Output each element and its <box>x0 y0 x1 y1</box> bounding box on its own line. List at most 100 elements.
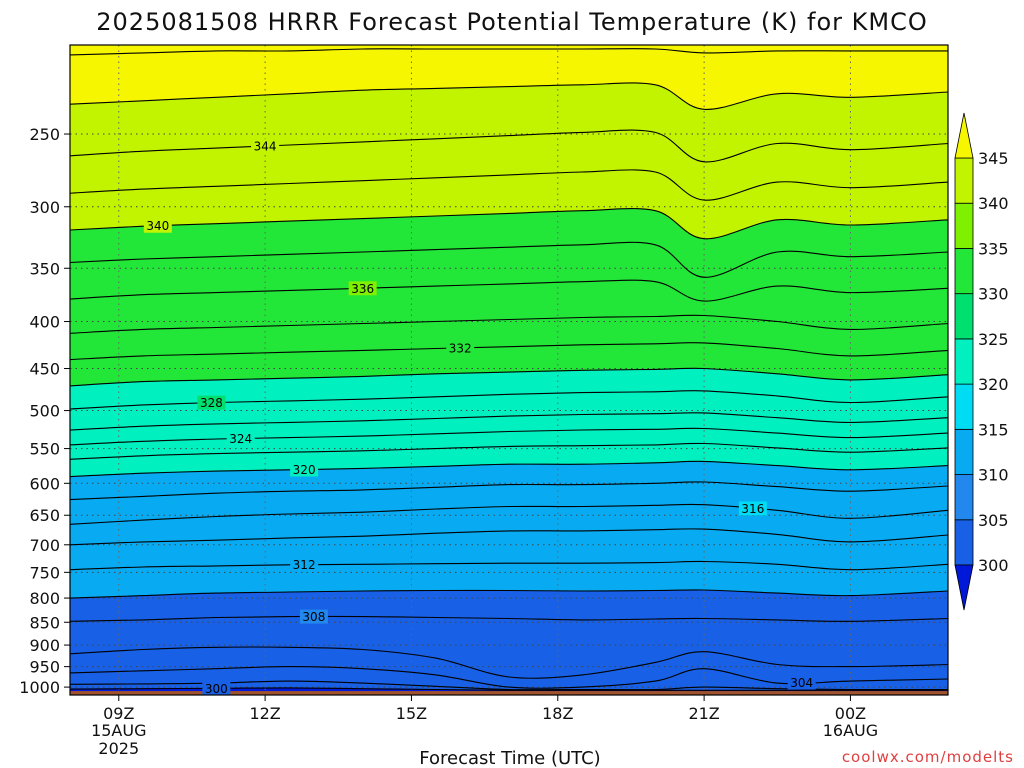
y-tick-label-950: 950 <box>29 658 60 677</box>
y-tick-label-450: 450 <box>29 360 60 379</box>
contour-306 <box>70 646 948 679</box>
contour-label-bg-332 <box>446 340 475 355</box>
contour-326 <box>70 412 948 431</box>
contour-label-bg-336 <box>348 281 377 296</box>
contour-338 <box>70 241 948 278</box>
colorbar-label-345: 345 <box>978 149 1009 168</box>
contour-label-328: 328 <box>200 396 223 410</box>
y-tick-label-250: 250 <box>29 125 60 144</box>
y-tick-label-900: 900 <box>29 636 60 655</box>
x-tick-label-12Z: 12Z <box>249 704 280 723</box>
y-tick-label-500: 500 <box>29 402 60 421</box>
contour-label-340: 340 <box>146 219 169 233</box>
contour-label-324: 324 <box>229 432 252 446</box>
band-fill-345-plus <box>70 45 948 110</box>
contour-324 <box>70 427 948 446</box>
colorbar-extend-bottom <box>954 564 974 611</box>
x-tick-date-09Z: 15AUG <box>91 721 146 740</box>
contour-344 <box>70 129 948 163</box>
contour-label-bg-300 <box>202 681 231 696</box>
contour-labels: 300 304 308 312 316 320 324 328 332 336 340 344 <box>143 139 816 696</box>
contour-346 <box>70 82 948 110</box>
contour-label-bg-324 <box>226 431 255 446</box>
contour-304 <box>70 666 948 689</box>
colorbar-label-300: 300 <box>978 556 1009 575</box>
contour-318 <box>70 481 948 501</box>
contour-label-bg-320 <box>290 462 319 477</box>
contour-label-336: 336 <box>351 282 374 296</box>
contour-label-bg-328 <box>197 395 226 410</box>
contour-label-332: 332 <box>449 341 472 355</box>
y-tick-label-700: 700 <box>29 536 60 555</box>
colorbar-box-320 <box>954 338 974 385</box>
x-tick-label-18Z: 18Z <box>542 704 573 723</box>
contour-348 <box>70 48 948 56</box>
contour-label-304: 304 <box>790 676 813 690</box>
colorbar-box-315 <box>954 383 974 430</box>
colorbar-label-310: 310 <box>978 466 1009 485</box>
contour-label-bg-304 <box>787 675 816 690</box>
contour-312 <box>70 560 948 571</box>
y-axis: 250 300 350 400 450 500 550 600 650 700 750 800 850 9… <box>19 125 70 697</box>
contour-label-308: 308 <box>302 610 325 624</box>
contour-340 <box>70 208 948 240</box>
contour-336 <box>70 279 948 302</box>
y-tick-label-650: 650 <box>29 506 60 525</box>
contour-label-312: 312 <box>293 558 316 572</box>
colorbar-box-335 <box>954 202 974 249</box>
contour-334 <box>70 314 948 334</box>
contour-330 <box>70 367 948 387</box>
contour-label-320: 320 <box>293 463 316 477</box>
contour-310 <box>70 589 948 599</box>
contour-label-bg-316 <box>738 501 767 516</box>
credit-text: coolwx.com/modelts <box>842 748 1014 766</box>
colorbar-box-300 <box>954 519 974 566</box>
y-tick-label-750: 750 <box>29 563 60 582</box>
colorbar-extend-top <box>954 112 974 159</box>
y-tick-label-850: 850 <box>29 613 60 632</box>
plot-frame <box>69 44 949 696</box>
contour-label-bg-344 <box>251 139 280 154</box>
colorbar-label-325: 325 <box>978 330 1009 349</box>
contour-322 <box>70 442 948 460</box>
x-axis-label: Forecast Time (UTC) <box>419 748 600 768</box>
contour-label-316: 316 <box>741 502 764 516</box>
y-tick-label-550: 550 <box>29 440 60 459</box>
colorbar-label-305: 305 <box>978 511 1009 530</box>
contour-label-344: 344 <box>254 140 277 154</box>
y-tick-label-1000: 1000 <box>19 678 60 697</box>
colorbar-box-330 <box>954 248 974 295</box>
colorbar-box-340 <box>954 157 974 204</box>
colorbar-label-340: 340 <box>978 194 1009 213</box>
contour-320 <box>70 460 948 478</box>
x-tick-label-15Z: 15Z <box>396 704 427 723</box>
contour-label-300: 300 <box>205 682 228 696</box>
colorbar-box-310 <box>954 428 974 475</box>
colorbar-box-325 <box>954 293 974 340</box>
ground-below-surface <box>70 691 948 695</box>
y-tick-label-400: 400 <box>29 313 60 332</box>
contour-308 <box>70 615 948 622</box>
contour-342 <box>70 169 948 201</box>
x-tick-date-00Z: 16AUG <box>823 721 878 740</box>
contour-332 <box>70 342 948 361</box>
colorbar-label-315: 315 <box>978 420 1009 439</box>
x-tick-label-21Z: 21Z <box>688 704 719 723</box>
colorbar-box-305 <box>954 474 974 521</box>
contour-314 <box>70 528 948 546</box>
chart-title: 2025081508 HRRR Forecast Potential Tempe… <box>96 8 927 36</box>
x-tick-year-09Z: 2025 <box>98 739 139 758</box>
colorbar-legend: 300 305 310 315 320 325 330 335 340 345 <box>954 112 1009 611</box>
y-tick-label-350: 350 <box>29 259 60 278</box>
colorbar-label-320: 320 <box>978 375 1009 394</box>
contour-label-bg-308 <box>299 609 328 624</box>
contour-316 <box>70 503 948 525</box>
x-tick-label-09Z: 09Z <box>103 704 134 723</box>
contour-label-bg-340 <box>143 218 172 233</box>
y-tick-label-800: 800 <box>29 589 60 608</box>
x-tick-label-00Z: 00Z <box>835 704 866 723</box>
colorbar-label-335: 335 <box>978 239 1009 258</box>
y-tick-label-300: 300 <box>29 198 60 217</box>
plot-area <box>70 45 948 695</box>
